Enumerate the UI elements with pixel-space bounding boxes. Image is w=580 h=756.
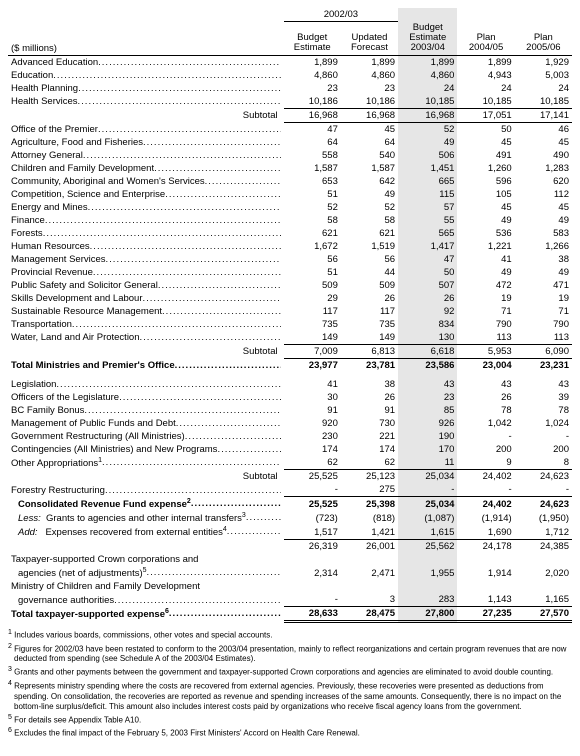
subtotal-row: Subtotal25,52525,12325,03424,40224,623	[8, 470, 572, 484]
table-row: Energy and Mines5252574545	[8, 201, 572, 214]
table-row: Human Resources1,6721,5191,4171,2211,266	[8, 240, 572, 253]
table-row: Contingencies (All Ministries) and New P…	[8, 443, 572, 456]
row-label: Contingencies (All Ministries) and New P…	[8, 443, 284, 456]
row-label: Other Appropriations1	[8, 456, 284, 470]
table-row: Management Services5656474138	[8, 253, 572, 266]
total-row: Total taxpayer-supported expense628,6332…	[8, 607, 572, 622]
row-label: Taxpayer-supported Crown corporations an…	[8, 553, 284, 566]
row-label: Human Resources	[8, 240, 284, 253]
row-label: Less: Grants to agencies and other inter…	[8, 511, 284, 525]
row-label: Agriculture, Food and Fisheries	[8, 136, 284, 149]
footnote: 1 Includes various boards, commissions, …	[8, 629, 572, 641]
row-label: Water, Land and Air Protection	[8, 331, 284, 345]
row-label: Management Services	[8, 253, 284, 266]
table-row: governance authorities-32831,1431,165	[8, 593, 572, 607]
row-label: Add: Expenses recovered from external en…	[8, 525, 284, 539]
col-group-2002-03: 2002/03	[284, 8, 398, 22]
row-label: Forestry Restructuring	[8, 483, 284, 497]
table-row: Legislation4138434343	[8, 378, 572, 391]
row-label: Total taxpayer-supported expense6	[8, 607, 284, 622]
row-label: agencies (net of adjustments)5	[8, 566, 284, 580]
row-label: Health Services	[8, 95, 284, 109]
table-row: Forestry Restructuring-275---	[8, 483, 572, 497]
row-label: Skills Development and Labour	[8, 292, 284, 305]
col-budget-estimate: Budget Estimate	[284, 22, 341, 56]
footnote: 2 Figures for 2002/03 have been restated…	[8, 643, 572, 665]
row-label: Total Ministries and Premier's Office	[8, 358, 284, 372]
row-label: Competition, Science and Enterprise	[8, 188, 284, 201]
table-row: Health Services10,18610,18610,18510,1851…	[8, 95, 572, 109]
table-row: Agriculture, Food and Fisheries646449454…	[8, 136, 572, 149]
footnote: 5 For details see Appendix Table A10.	[8, 714, 572, 726]
table-row: Competition, Science and Enterprise51491…	[8, 188, 572, 201]
row-label: Sustainable Resource Management	[8, 305, 284, 318]
table-row: Transportation735735834790790	[8, 318, 572, 331]
table-row: Management of Public Funds and Debt92073…	[8, 417, 572, 430]
table-row: Education4,8604,8604,8604,9435,003	[8, 69, 572, 82]
table-row: Children and Family Development1,5871,58…	[8, 162, 572, 175]
table-row: Taxpayer-supported Crown corporations an…	[8, 553, 572, 566]
table-row: Community, Aboriginal and Women's Servic…	[8, 175, 572, 188]
table-row: Office of the Premier4745525046	[8, 122, 572, 136]
row-label: Ministry of Children and Family Developm…	[8, 580, 284, 593]
row-label: Education	[8, 69, 284, 82]
table-row: Water, Land and Air Protection1491491301…	[8, 331, 572, 345]
row-label: Forests	[8, 227, 284, 240]
row-label: Energy and Mines	[8, 201, 284, 214]
footnotes: 1 Includes various boards, commissions, …	[8, 629, 572, 739]
row-label: Legislation	[8, 378, 284, 391]
row-label: Office of the Premier	[8, 122, 284, 136]
footnote: 4 Represents ministry spending where the…	[8, 680, 572, 712]
table-row: Finance5858554949	[8, 214, 572, 227]
table-row: Ministry of Children and Family Developm…	[8, 580, 572, 593]
table-row: Total Ministries and Premier's Office23,…	[8, 358, 572, 372]
row-label: BC Family Bonus	[8, 404, 284, 417]
table-row: Other Appropriations162621198	[8, 456, 572, 470]
table-row: Health Planning2323242424	[8, 82, 572, 95]
row-label: Health Planning	[8, 82, 284, 95]
table-row: Skills Development and Labour2926261919	[8, 292, 572, 305]
row-label: Attorney General	[8, 149, 284, 162]
budget-table: 2002/03 ($ millions) Budget Estimate Upd…	[8, 8, 572, 623]
row-label: Consolidated Revenue Fund expense2	[8, 497, 284, 511]
subtotal-row: Subtotal7,0096,8136,6185,9536,090	[8, 344, 572, 358]
table-row: Sustainable Resource Management117117927…	[8, 305, 572, 318]
subtotal-row: Subtotal16,96816,96816,96817,05117,141	[8, 108, 572, 122]
row-label: Management of Public Funds and Debt	[8, 417, 284, 430]
col-plan-2005-06: Plan 2005/06	[515, 22, 572, 56]
table-row: Public Safety and Solicitor General50950…	[8, 279, 572, 292]
table-row: Officers of the Legislature3026232639	[8, 391, 572, 404]
table-row: Forests621621565536583	[8, 227, 572, 240]
row-label: Government Restructuring (All Ministries…	[8, 430, 284, 443]
col-plan-2004-05: Plan 2004/05	[457, 22, 514, 56]
row-label: Children and Family Development	[8, 162, 284, 175]
table-row: agencies (net of adjustments)52,3142,471…	[8, 566, 572, 580]
table-row: Attorney General558540506491490	[8, 149, 572, 162]
col-budget-2003-04: Budget Estimate 2003/04	[398, 22, 457, 56]
row-label: Transportation	[8, 318, 284, 331]
table-row: Provincial Revenue5144504949	[8, 266, 572, 279]
table-row: Add: Expenses recovered from external en…	[8, 525, 572, 539]
col-updated-forecast: Updated Forecast	[341, 22, 398, 56]
table-row: 26,31926,00125,56224,17824,385	[8, 539, 572, 553]
footnote: 6 Excludes the final impact of the Febru…	[8, 727, 572, 739]
row-label: Advanced Education	[8, 55, 284, 69]
table-row: Consolidated Revenue Fund expense225,525…	[8, 497, 572, 511]
row-label: Public Safety and Solicitor General	[8, 279, 284, 292]
unit-label: ($ millions)	[8, 22, 284, 56]
table-row: Less: Grants to agencies and other inter…	[8, 511, 572, 525]
row-label: governance authorities	[8, 593, 284, 607]
table-row: BC Family Bonus9191857878	[8, 404, 572, 417]
table-row: Government Restructuring (All Ministries…	[8, 430, 572, 443]
table-row: Advanced Education1,8991,8991,8991,8991,…	[8, 55, 572, 69]
row-label: Provincial Revenue	[8, 266, 284, 279]
row-label: Officers of the Legislature	[8, 391, 284, 404]
row-label: Finance	[8, 214, 284, 227]
footnote: 3 Grants and other payments between the …	[8, 666, 572, 678]
row-label: Community, Aboriginal and Women's Servic…	[8, 175, 284, 188]
